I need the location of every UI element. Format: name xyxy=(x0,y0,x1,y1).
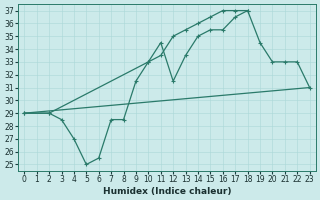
X-axis label: Humidex (Indice chaleur): Humidex (Indice chaleur) xyxy=(103,187,231,196)
